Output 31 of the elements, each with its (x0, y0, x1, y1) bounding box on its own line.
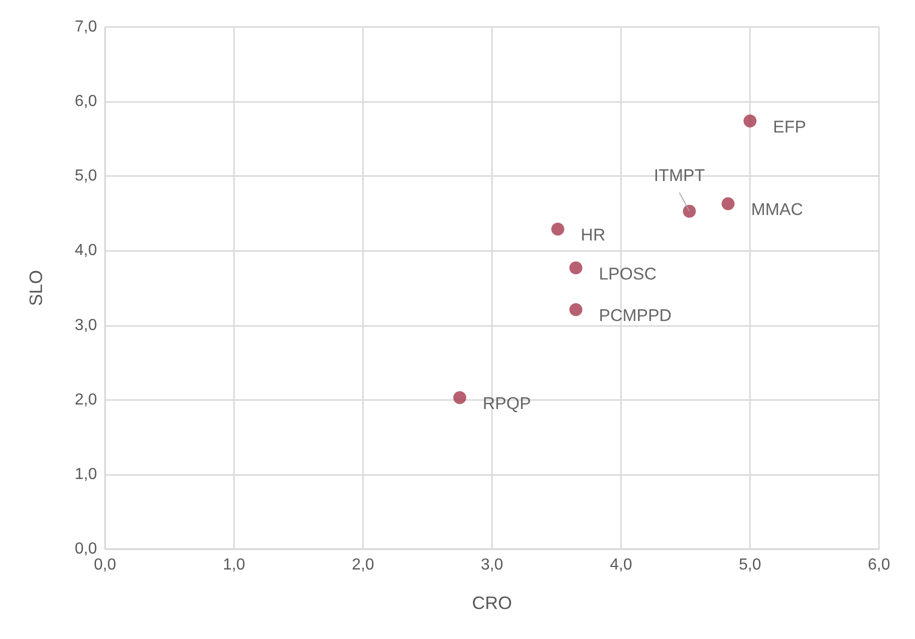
annotation: PCMPPD (598, 306, 672, 326)
y-tick-label: 4,0 (74, 242, 98, 260)
y-tick-label: 2,0 (74, 391, 98, 408)
x-tick-label: 6,0 (868, 556, 890, 574)
x-tick-label: 4,0 (610, 556, 632, 574)
y-tick-label: 5,0 (74, 168, 98, 185)
annotation: LPOSC (598, 264, 656, 284)
y-tick-label: 7,0 (74, 18, 98, 36)
point (551, 222, 564, 236)
point (744, 114, 756, 128)
x-tick-label: 3,0 (480, 556, 504, 574)
y-tick-label: 0,0 (74, 540, 98, 558)
annotation: MMAC (751, 200, 804, 220)
point (569, 303, 582, 316)
x-tick-label: 5,0 (738, 556, 762, 574)
annotation: HR (580, 226, 606, 245)
x-tick-label: 1,0 (222, 556, 246, 574)
y-tick-label: 3,0 (74, 316, 98, 334)
x-axis-title: CRO (472, 593, 512, 613)
x-tick-label: 0,0 (94, 556, 116, 574)
annotation: EFP (773, 117, 806, 136)
annotation: RPQP (482, 394, 531, 414)
y-tick-label: 6,0 (74, 93, 98, 110)
y-tick-label: 1,0 (74, 466, 98, 483)
x-tick-label: 2,0 (352, 556, 374, 574)
point (569, 261, 582, 274)
annotation: ITMPT (654, 166, 705, 186)
point (682, 204, 696, 218)
point (722, 197, 735, 210)
y-axis-title: SLO (26, 270, 46, 306)
point (453, 391, 466, 404)
